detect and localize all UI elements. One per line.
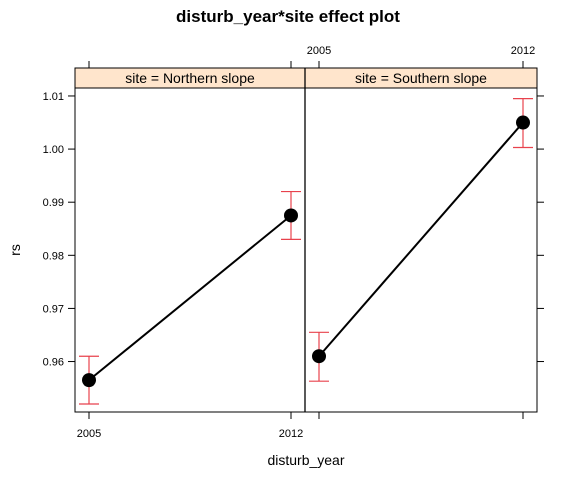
panel-northern: site = Northern slope [74, 67, 306, 413]
x-tick-label-top-0: 2005 [307, 45, 331, 57]
y-tick-label-1: 0.97 [43, 303, 64, 315]
y-tick-label-0: 0.96 [43, 357, 64, 369]
panel-1-effect-line [88, 214, 292, 381]
chart-title: disturb_year*site effect plot [176, 7, 400, 26]
x-tick-label-bottom-0: 2005 [77, 428, 101, 440]
panel-2-strip-label: site = Southern slope [355, 70, 487, 86]
panel-southern: site = Southern slope [304, 67, 538, 413]
y-tick-label-2: 0.98 [43, 250, 64, 262]
y-tick-label-4: 1.00 [43, 144, 64, 156]
panel-1-point-0 [82, 373, 96, 388]
panel-2-point-1 [516, 115, 530, 130]
y-tick-label-5: 1.01 [43, 91, 64, 103]
y-tick-label-3: 0.99 [43, 197, 64, 209]
x-tick-label-bottom-1: 2012 [279, 428, 303, 440]
x-tick-label-top-1: 2012 [511, 45, 535, 57]
panel-1-point-1 [284, 208, 298, 223]
x-axis-label: disturb_year [267, 452, 344, 468]
panel-2-frame [304, 87, 538, 413]
panel-2-point-0 [312, 349, 326, 364]
y-axis-label: rs [7, 244, 23, 256]
panel-1-strip-label: site = Northern slope [125, 70, 255, 86]
panel-2-effect-line [318, 121, 524, 357]
